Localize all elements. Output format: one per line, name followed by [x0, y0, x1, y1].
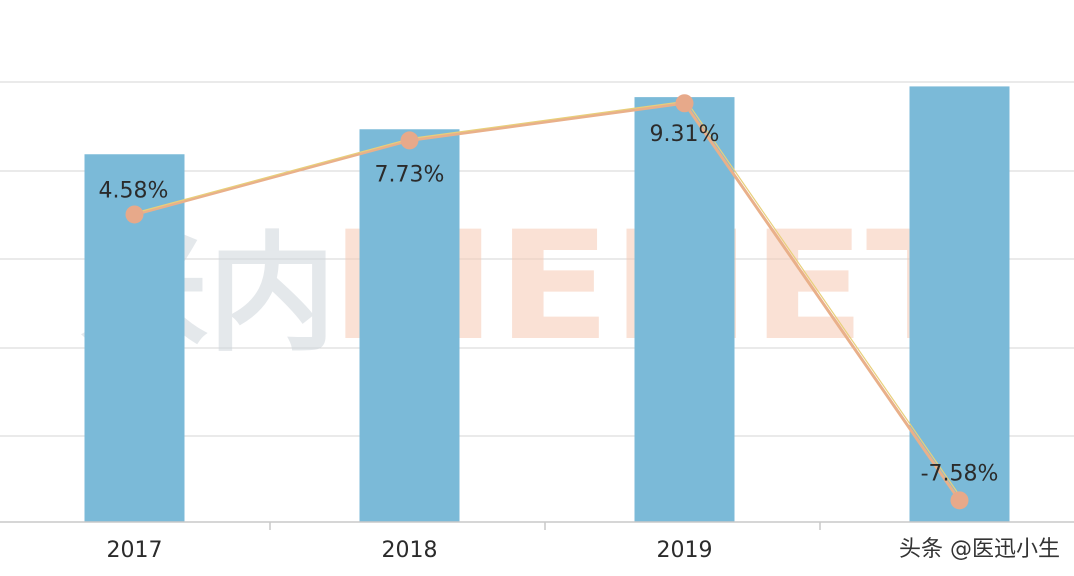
data-label: -7.58% [921, 461, 999, 486]
watermark: 米内 MENET [80, 200, 980, 374]
line-point [950, 491, 969, 510]
x-axis: 2017 2018 2019 [0, 521, 1074, 563]
data-label: 7.73% [375, 162, 445, 187]
bar [909, 86, 1010, 522]
bar-series [84, 86, 1010, 523]
line-point [125, 205, 144, 224]
credit-text: 头条 @医迅小生 [899, 537, 1060, 562]
data-label: 9.31% [650, 122, 720, 147]
data-label: 4.58% [99, 178, 169, 203]
bar [359, 129, 460, 522]
data-labels: 4.58% 7.73% 9.31% -7.58% [99, 122, 999, 486]
x-tick-label: 2017 [107, 538, 163, 563]
x-tick-label: 2019 [657, 538, 713, 563]
line-point [400, 131, 419, 150]
growth-line-highlight [136, 100, 962, 499]
bar [634, 97, 735, 523]
line-point [675, 94, 694, 113]
growth-line-series [125, 94, 969, 510]
growth-line [134, 101, 961, 502]
x-tick-label: 2018 [382, 538, 438, 563]
